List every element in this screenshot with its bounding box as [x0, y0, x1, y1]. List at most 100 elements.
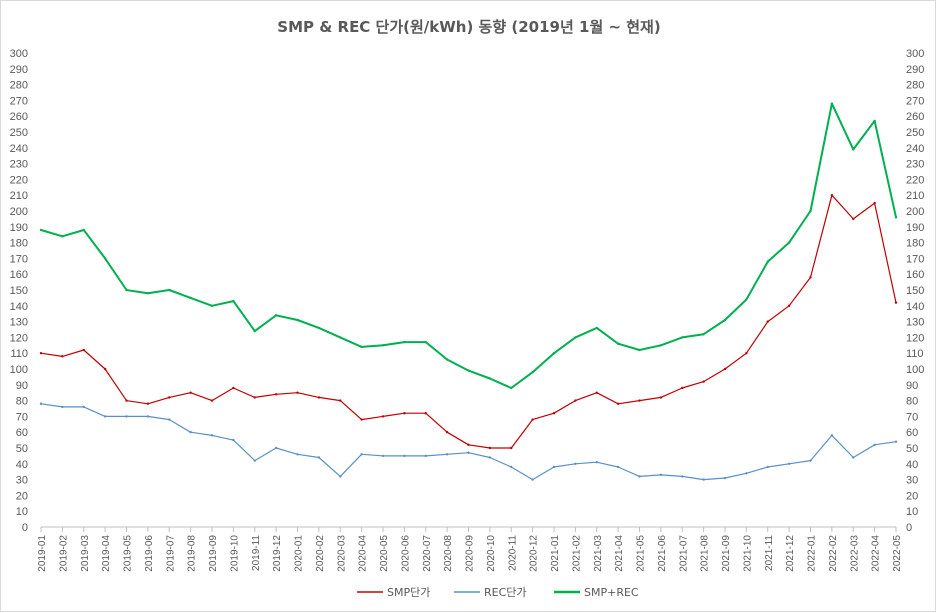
data-point — [445, 358, 449, 361]
data-point — [702, 333, 705, 336]
data-point — [552, 352, 556, 355]
data-point — [274, 446, 278, 450]
y-tick-left: 30 — [16, 475, 28, 487]
data-point — [659, 473, 663, 477]
data-point — [873, 201, 876, 205]
y-tick-right: 70 — [906, 411, 918, 423]
data-point — [809, 459, 812, 462]
data-point — [189, 431, 192, 434]
y-tick-left: 130 — [10, 317, 28, 329]
data-point — [339, 475, 342, 478]
data-point — [616, 402, 620, 405]
y-tick-left: 190 — [10, 222, 28, 234]
data-point — [381, 415, 385, 418]
data-point — [723, 367, 727, 371]
x-tick-label: 2020-07 — [422, 535, 433, 572]
x-tick-label: 2021-08 — [700, 535, 711, 572]
data-point — [445, 431, 449, 434]
y-tick-left: 230 — [10, 159, 28, 171]
data-point — [82, 405, 85, 409]
data-point — [403, 412, 406, 415]
y-tick-left: 300 — [10, 48, 28, 60]
data-point — [424, 454, 427, 458]
data-point — [574, 336, 577, 339]
x-tick-label: 2020-09 — [465, 535, 476, 572]
y-tick-right: 80 — [906, 396, 918, 408]
data-point — [787, 462, 791, 465]
y-tick-right: 20 — [906, 490, 918, 502]
data-point — [531, 478, 534, 481]
y-tick-right: 290 — [906, 64, 924, 76]
x-tick-label: 2021-04 — [614, 535, 625, 572]
y-tick-left: 170 — [10, 253, 28, 265]
y-tick-left: 120 — [10, 332, 28, 344]
y-tick-right: 230 — [906, 159, 924, 171]
y-tick-right: 30 — [906, 475, 918, 487]
data-point — [403, 454, 406, 458]
x-tick-label: 2020-05 — [379, 535, 390, 572]
y-tick-left: 270 — [10, 95, 28, 107]
x-tick-label: 2021-07 — [678, 535, 689, 572]
data-point — [787, 241, 791, 244]
y-tick-right: 280 — [906, 80, 924, 92]
x-tick-label: 2019-06 — [144, 535, 155, 572]
y-tick-right: 240 — [906, 143, 924, 155]
data-point — [168, 418, 171, 421]
data-point — [702, 478, 705, 481]
y-tick-right: 50 — [906, 443, 918, 455]
x-tick-label: 2021-05 — [636, 535, 647, 572]
series-line-2 — [40, 403, 897, 481]
data-point — [360, 345, 363, 349]
x-tick-label: 2020-12 — [529, 535, 540, 572]
data-point — [809, 276, 812, 279]
y-tick-left: 20 — [16, 490, 28, 502]
x-tick-label: 2019-08 — [187, 535, 198, 572]
x-tick-label: 2020-08 — [443, 535, 454, 572]
y-tick-right: 170 — [906, 253, 924, 265]
y-tick-right: 300 — [906, 48, 924, 60]
legend: SMP단가 REC단가 SMP+REC — [357, 586, 639, 599]
data-point — [317, 456, 321, 459]
y-tick-right: 210 — [906, 190, 924, 202]
x-tick-label: 2022-01 — [807, 535, 818, 572]
data-point — [638, 348, 641, 352]
x-tick-label: 2022-03 — [849, 535, 860, 572]
data-point — [830, 194, 834, 197]
data-point — [146, 402, 150, 405]
x-tick-label: 2021-03 — [593, 535, 604, 572]
x-tick-label: 2019-10 — [229, 535, 240, 572]
data-point — [274, 393, 278, 396]
y-tick-left: 10 — [16, 506, 28, 518]
data-point — [574, 399, 577, 402]
data-point — [39, 228, 43, 232]
data-point — [339, 399, 342, 402]
x-tick-label: 2019-03 — [80, 535, 91, 572]
data-point — [616, 465, 620, 469]
data-point — [232, 386, 235, 390]
data-point — [82, 228, 85, 232]
data-point — [253, 396, 256, 399]
data-point — [852, 217, 855, 221]
y-tick-right: 190 — [906, 222, 924, 234]
data-point — [723, 476, 727, 480]
data-point — [595, 326, 598, 330]
data-point — [317, 396, 321, 399]
data-point — [467, 451, 470, 454]
data-point — [146, 291, 150, 295]
data-point — [253, 329, 256, 333]
data-point — [82, 348, 85, 352]
data-point — [681, 475, 684, 478]
x-tick-label: 2021-12 — [785, 535, 796, 572]
data-point — [595, 461, 598, 464]
data-point — [766, 260, 769, 263]
x-tick-label: 2019-04 — [101, 535, 112, 572]
y-tick-right: 0 — [906, 522, 912, 534]
data-point — [894, 301, 898, 304]
data-point — [103, 415, 107, 418]
y-tick-left: 100 — [10, 364, 28, 376]
data-point — [681, 386, 684, 390]
x-tick-label: 2022-05 — [892, 535, 903, 572]
data-point — [766, 465, 769, 469]
data-point — [723, 318, 727, 322]
